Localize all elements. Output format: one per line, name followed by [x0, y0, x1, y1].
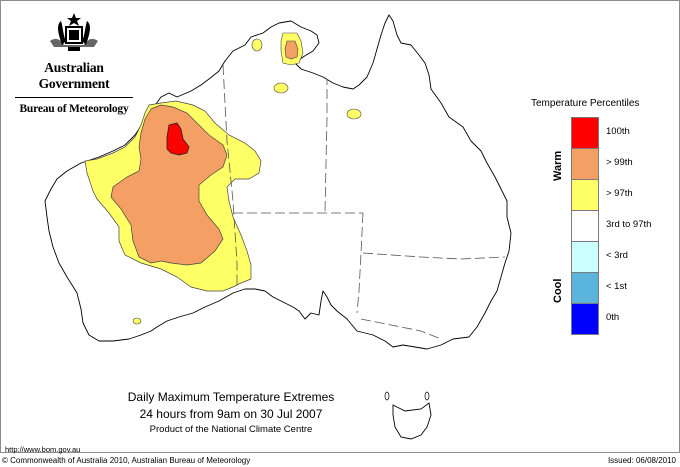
legend-label: > 99th	[606, 157, 633, 168]
warm-area-97th-small	[251, 38, 263, 52]
bom-logo: Australian Government Bureau of Meteorol…	[9, 11, 139, 115]
legend-swatch-0th	[572, 304, 598, 334]
warm-label: Warm	[552, 150, 564, 181]
legend-label: 0th	[606, 312, 620, 323]
commonwealth-coat-of-arms-icon	[50, 13, 98, 51]
warm-area-97th-small	[132, 317, 142, 325]
map-product: Product of the National Climate Centre	[149, 424, 313, 435]
map-title: Daily Maximum Temperature Extremes	[127, 390, 335, 404]
copyright-text: © Commonwealth of Australia 2010, Austra…	[2, 456, 251, 465]
legend-swatch-100th	[572, 118, 598, 149]
bom-url-link[interactable]: http://www.bom.gov.au	[5, 445, 81, 454]
legend-label: 3rd to 97th	[606, 219, 652, 230]
tasmania-coastline	[392, 402, 432, 440]
map-period: 24 hours from 9am on 30 Jul 2007	[139, 407, 323, 421]
map-frame: Australian Government Bureau of Meteorol…	[0, 0, 680, 454]
cool-label: Cool	[552, 278, 564, 303]
legend-label: < 3rd	[606, 250, 628, 261]
agency-title: Bureau of Meteorology	[19, 103, 129, 115]
legend-color-bar	[571, 117, 599, 335]
island	[384, 391, 390, 401]
warm-area-100th	[166, 122, 190, 156]
state-borders	[222, 64, 506, 340]
legend-swatch-99th	[572, 149, 598, 180]
logo-divider	[15, 97, 133, 98]
issued-date: Issued: 06/08/2010	[607, 456, 676, 465]
warm-area-97th-small	[273, 82, 289, 94]
australia-map	[44, 14, 512, 440]
island	[424, 391, 430, 401]
legend-label: < 1st	[606, 281, 627, 292]
legend-swatch-97th	[572, 180, 598, 211]
legend-title: Temperature Percentiles	[531, 98, 640, 109]
legend-label: 100th	[606, 126, 630, 137]
legend-swatch-3rd	[572, 242, 598, 273]
legend-swatch-normal	[572, 211, 598, 242]
legend-swatch-1st	[572, 273, 598, 304]
warm-area-99th-topend	[284, 40, 299, 60]
legend-label: > 97th	[606, 188, 633, 199]
warm-area-97th-small	[346, 108, 362, 120]
government-title: Australian Government	[38, 60, 110, 91]
warm-area-99th-west	[110, 104, 228, 266]
